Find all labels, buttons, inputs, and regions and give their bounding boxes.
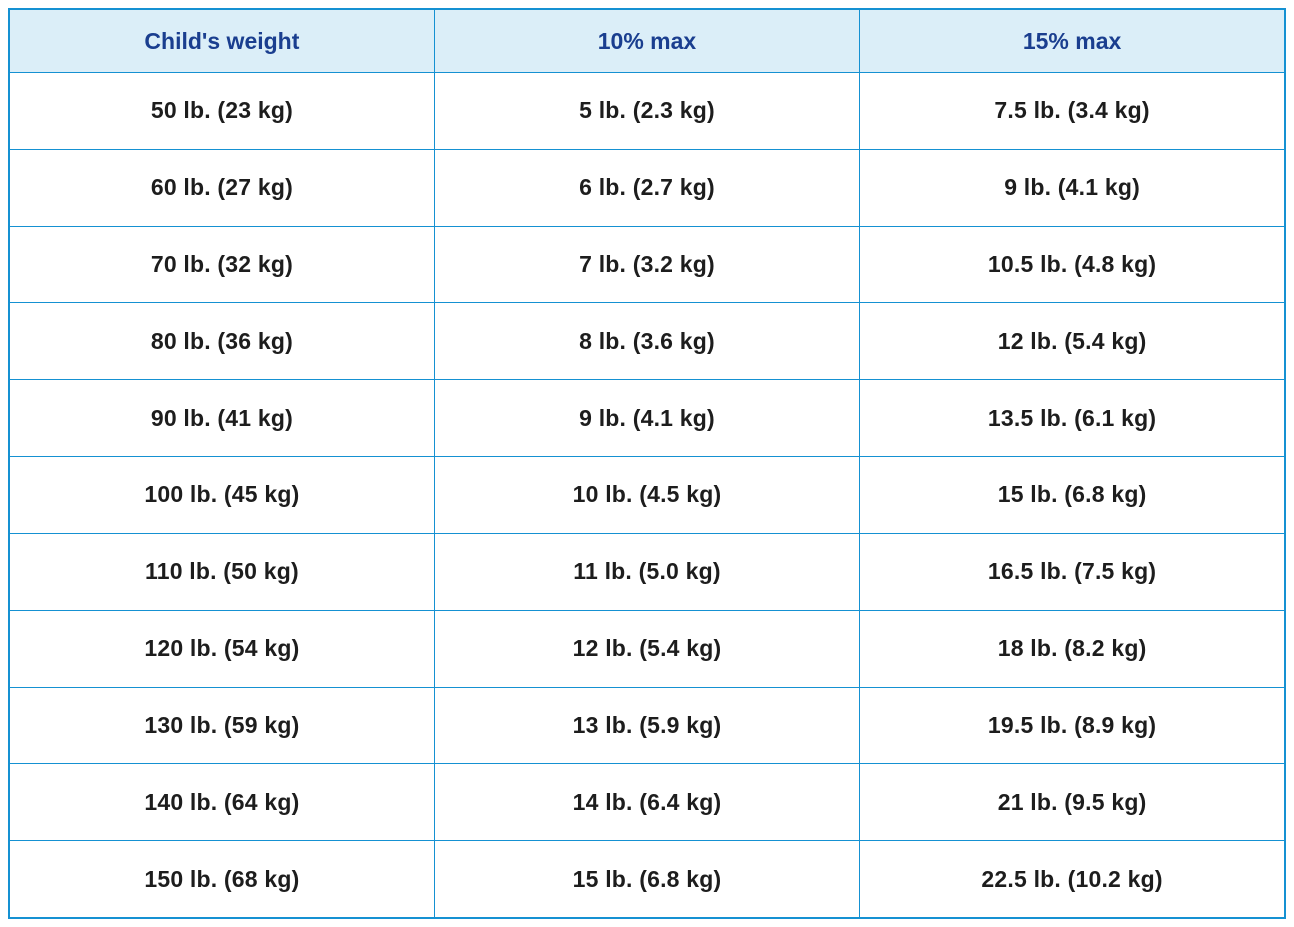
table-row: 110 lb. (50 kg) 11 lb. (5.0 kg) 16.5 lb. (… (8, 532, 1286, 611)
child-weight-limits-table: Child's weight 10% max 15% max 50 lb. (2… (8, 8, 1286, 919)
table-cell: 9 lb. (4.1 kg) (859, 148, 1286, 227)
table-cell: 18 lb. (8.2 kg) (859, 609, 1286, 688)
table-cell: 7 lb. (3.2 kg) (433, 225, 861, 304)
table-cell: 8 lb. (3.6 kg) (433, 302, 861, 381)
column-header-10-percent-max: 10% max (433, 8, 861, 73)
table-cell: 19.5 lb. (8.9 kg) (859, 686, 1286, 765)
table-cell: 130 lb. (59 kg) (8, 686, 435, 765)
table-cell: 9 lb. (4.1 kg) (433, 379, 861, 458)
table-cell: 80 lb. (36 kg) (8, 302, 435, 381)
table-cell: 14 lb. (6.4 kg) (433, 763, 861, 842)
table-cell: 12 lb. (5.4 kg) (433, 609, 861, 688)
table-header: Child's weight 10% max 15% max (8, 8, 1286, 73)
table-row: 60 lb. (27 kg) 6 lb. (2.7 kg) 9 lb. (4.1 k… (8, 148, 1286, 227)
table-row: 150 lb. (68 kg) 15 lb. (6.8 kg) 22.5 lb. (… (8, 840, 1286, 919)
table-cell: 70 lb. (32 kg) (8, 225, 435, 304)
table-row: 100 lb. (45 kg) 10 lb. (4.5 kg) 15 lb. (6.… (8, 456, 1286, 534)
table-cell: 5 lb. (2.3 kg) (433, 72, 861, 150)
table-cell: 50 lb. (23 kg) (8, 72, 435, 150)
table-cell: 140 lb. (64 kg) (8, 763, 435, 842)
table-cell: 21 lb. (9.5 kg) (859, 763, 1286, 842)
table-row: 130 lb. (59 kg) 13 lb. (5.9 kg) 19.5 lb. (… (8, 686, 1286, 765)
table-row: 80 lb. (36 kg) 8 lb. (3.6 kg) 12 lb. (5.4 … (8, 302, 1286, 381)
table-cell: 16.5 lb. (7.5 kg) (859, 532, 1286, 611)
table-row: 120 lb. (54 kg) 12 lb. (5.4 kg) 18 lb. (8.… (8, 609, 1286, 688)
table-cell: 150 lb. (68 kg) (8, 840, 435, 919)
table-body: 50 lb. (23 kg) 5 lb. (2.3 kg) 7.5 lb. (3.4… (8, 72, 1286, 919)
column-header-15-percent-max: 15% max (859, 8, 1286, 73)
table-row: 90 lb. (41 kg) 9 lb. (4.1 kg) 13.5 lb. (6.… (8, 379, 1286, 458)
table-cell: 110 lb. (50 kg) (8, 532, 435, 611)
table-cell: 11 lb. (5.0 kg) (433, 532, 861, 611)
table-row: 140 lb. (64 kg) 14 lb. (6.4 kg) 21 lb. (9.… (8, 763, 1286, 842)
column-header-childs-weight: Child's weight (8, 8, 435, 73)
table-cell: 90 lb. (41 kg) (8, 379, 435, 458)
table-cell: 12 lb. (5.4 kg) (859, 302, 1286, 381)
table-cell: 15 lb. (6.8 kg) (859, 456, 1286, 534)
table-cell: 13 lb. (5.9 kg) (433, 686, 861, 765)
table-cell: 6 lb. (2.7 kg) (433, 148, 861, 227)
table-cell: 7.5 lb. (3.4 kg) (859, 72, 1286, 150)
table-cell: 10 lb. (4.5 kg) (433, 456, 861, 534)
table-cell: 100 lb. (45 kg) (8, 456, 435, 534)
table-cell: 22.5 lb. (10.2 kg) (859, 840, 1286, 919)
table-row: 70 lb. (32 kg) 7 lb. (3.2 kg) 10.5 lb. (4.… (8, 225, 1286, 304)
table-cell: 13.5 lb. (6.1 kg) (859, 379, 1286, 458)
table-row: 50 lb. (23 kg) 5 lb. (2.3 kg) 7.5 lb. (3.4… (8, 72, 1286, 150)
table-cell: 10.5 lb. (4.8 kg) (859, 225, 1286, 304)
table-cell: 15 lb. (6.8 kg) (433, 840, 861, 919)
table-cell: 60 lb. (27 kg) (8, 148, 435, 227)
table-cell: 120 lb. (54 kg) (8, 609, 435, 688)
header-row: Child's weight 10% max 15% max (8, 8, 1286, 73)
